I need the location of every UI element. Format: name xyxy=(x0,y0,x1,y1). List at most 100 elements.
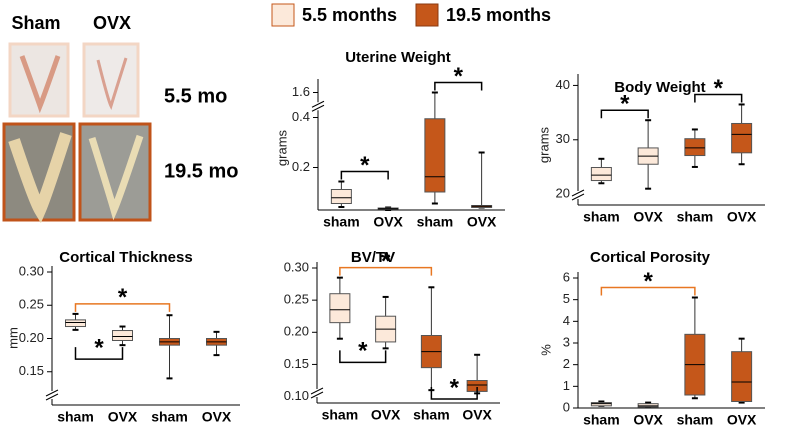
y-tick-label: 3 xyxy=(563,334,570,349)
photo-column-label: Sham xyxy=(11,13,60,33)
axis-break xyxy=(571,193,585,201)
legend-label: 5.5 months xyxy=(302,5,397,25)
significance-star: * xyxy=(118,284,128,311)
y-tick-label: 0.20 xyxy=(284,324,309,339)
significance-star: * xyxy=(381,248,391,275)
axis-break-gap xyxy=(311,389,323,397)
legend-swatch xyxy=(415,3,439,27)
y-tick-label: 0.25 xyxy=(284,292,309,307)
significance-star: * xyxy=(94,334,104,361)
significance-bracket xyxy=(339,350,387,364)
y-tick-label: 0.30 xyxy=(284,259,309,274)
y-tick-label: 2 xyxy=(563,356,570,371)
significance-star: * xyxy=(620,91,630,118)
x-tick-label: sham xyxy=(413,407,450,423)
y-tick-label: 0 xyxy=(563,399,570,414)
chart-panel: Body Weight grams 20 30 40 sham OVX sham OVX * * xyxy=(536,74,765,225)
chart-panel: Cortical Thickness mm 0.15 0.20 0.25 0.30 sham… xyxy=(5,249,240,425)
y-tick-label: 0.2 xyxy=(292,159,310,174)
photo-uterus xyxy=(88,134,144,221)
x-tick-label: OVX xyxy=(633,412,663,428)
box xyxy=(65,319,86,328)
photos: Sham OVX 5.5 mo 19.5 mo xyxy=(2,13,238,224)
significance-bracket xyxy=(600,286,696,296)
box xyxy=(637,403,659,408)
x-tick-label: OVX xyxy=(467,214,497,230)
box xyxy=(731,351,753,402)
y-tick-label: 1.6 xyxy=(292,84,310,99)
significance-star: * xyxy=(360,152,370,179)
significance-bracket xyxy=(74,303,171,312)
chart-title: Cortical Porosity xyxy=(590,249,711,266)
photo-column-label: OVX xyxy=(93,13,131,33)
y-tick-label: 40 xyxy=(556,77,570,92)
significance-bracket xyxy=(434,81,483,91)
axis-break xyxy=(311,100,325,108)
significance-bracket xyxy=(74,347,124,360)
photo-row-label: 19.5 mo xyxy=(164,160,238,182)
axis-break-gap xyxy=(572,191,584,199)
axis-break xyxy=(310,387,324,395)
x-tick-label: sham xyxy=(322,407,359,423)
chart-title: Cortical Thickness xyxy=(59,249,192,266)
chart-title: Body Weight xyxy=(614,79,705,96)
box xyxy=(329,293,351,324)
x-tick-label: OVX xyxy=(633,209,663,225)
box xyxy=(684,138,706,157)
photo-uterus xyxy=(96,57,128,111)
photo-uterus xyxy=(19,55,61,114)
y-axis-label: grams xyxy=(274,129,289,166)
box xyxy=(731,122,753,154)
x-tick-label: sham xyxy=(583,209,620,225)
y-tick-label: 30 xyxy=(556,131,570,146)
box xyxy=(330,189,352,204)
legend: 5.5 months 19.5 months xyxy=(271,3,551,27)
significance-star: * xyxy=(643,268,653,295)
x-tick-label: OVX xyxy=(371,407,401,423)
box xyxy=(590,167,612,182)
y-tick-label: 6 xyxy=(563,269,570,284)
significance-star: * xyxy=(454,63,464,90)
axis-break xyxy=(45,393,59,401)
x-tick-label: sham xyxy=(57,409,94,425)
x-tick-label: sham xyxy=(677,209,714,225)
legend-swatch xyxy=(271,3,295,27)
y-tick-label: 0.30 xyxy=(19,263,44,278)
significance-bracket xyxy=(339,266,433,276)
y-tick-label: 20 xyxy=(556,186,570,201)
y-axis-label: grams xyxy=(536,126,551,163)
x-tick-label: OVX xyxy=(373,214,403,230)
chart-title: Uterine Weight xyxy=(345,49,451,66)
y-tick-label: 0.4 xyxy=(292,109,310,124)
y-tick-label: 0.15 xyxy=(19,363,44,378)
axis-break xyxy=(311,104,325,112)
significance-bracket xyxy=(694,93,743,103)
box xyxy=(424,118,446,193)
photo-row-label: 5.5 mo xyxy=(164,85,227,107)
legend-label: 19.5 months xyxy=(446,5,551,25)
x-tick-label: sham xyxy=(583,412,620,428)
y-tick-label: 1 xyxy=(563,378,570,393)
y-tick-label: 5 xyxy=(563,291,570,306)
y-tick-label: 0.20 xyxy=(19,330,44,345)
significance-star: * xyxy=(450,374,460,401)
chart-panel: Cortical Porosity% 0 1 2 3 4 5 6 sham OVX sham OVX * xyxy=(538,249,765,428)
box xyxy=(590,402,612,407)
x-tick-label: OVX xyxy=(202,409,232,425)
significance-bracket xyxy=(430,387,478,400)
significance-bracket xyxy=(600,109,649,119)
chart-title: BV/TV xyxy=(351,249,395,266)
y-tick-label: 4 xyxy=(563,313,570,328)
y-axis-label: mm xyxy=(5,327,20,349)
axis-break xyxy=(571,189,585,197)
x-tick-label: OVX xyxy=(727,209,757,225)
y-tick-label: 0.10 xyxy=(284,388,309,403)
significance-star: * xyxy=(358,338,368,365)
y-tick-label: 0.25 xyxy=(19,297,44,312)
x-tick-label: sham xyxy=(151,409,188,425)
axis-break-gap xyxy=(312,102,324,111)
x-tick-label: sham xyxy=(323,214,360,230)
